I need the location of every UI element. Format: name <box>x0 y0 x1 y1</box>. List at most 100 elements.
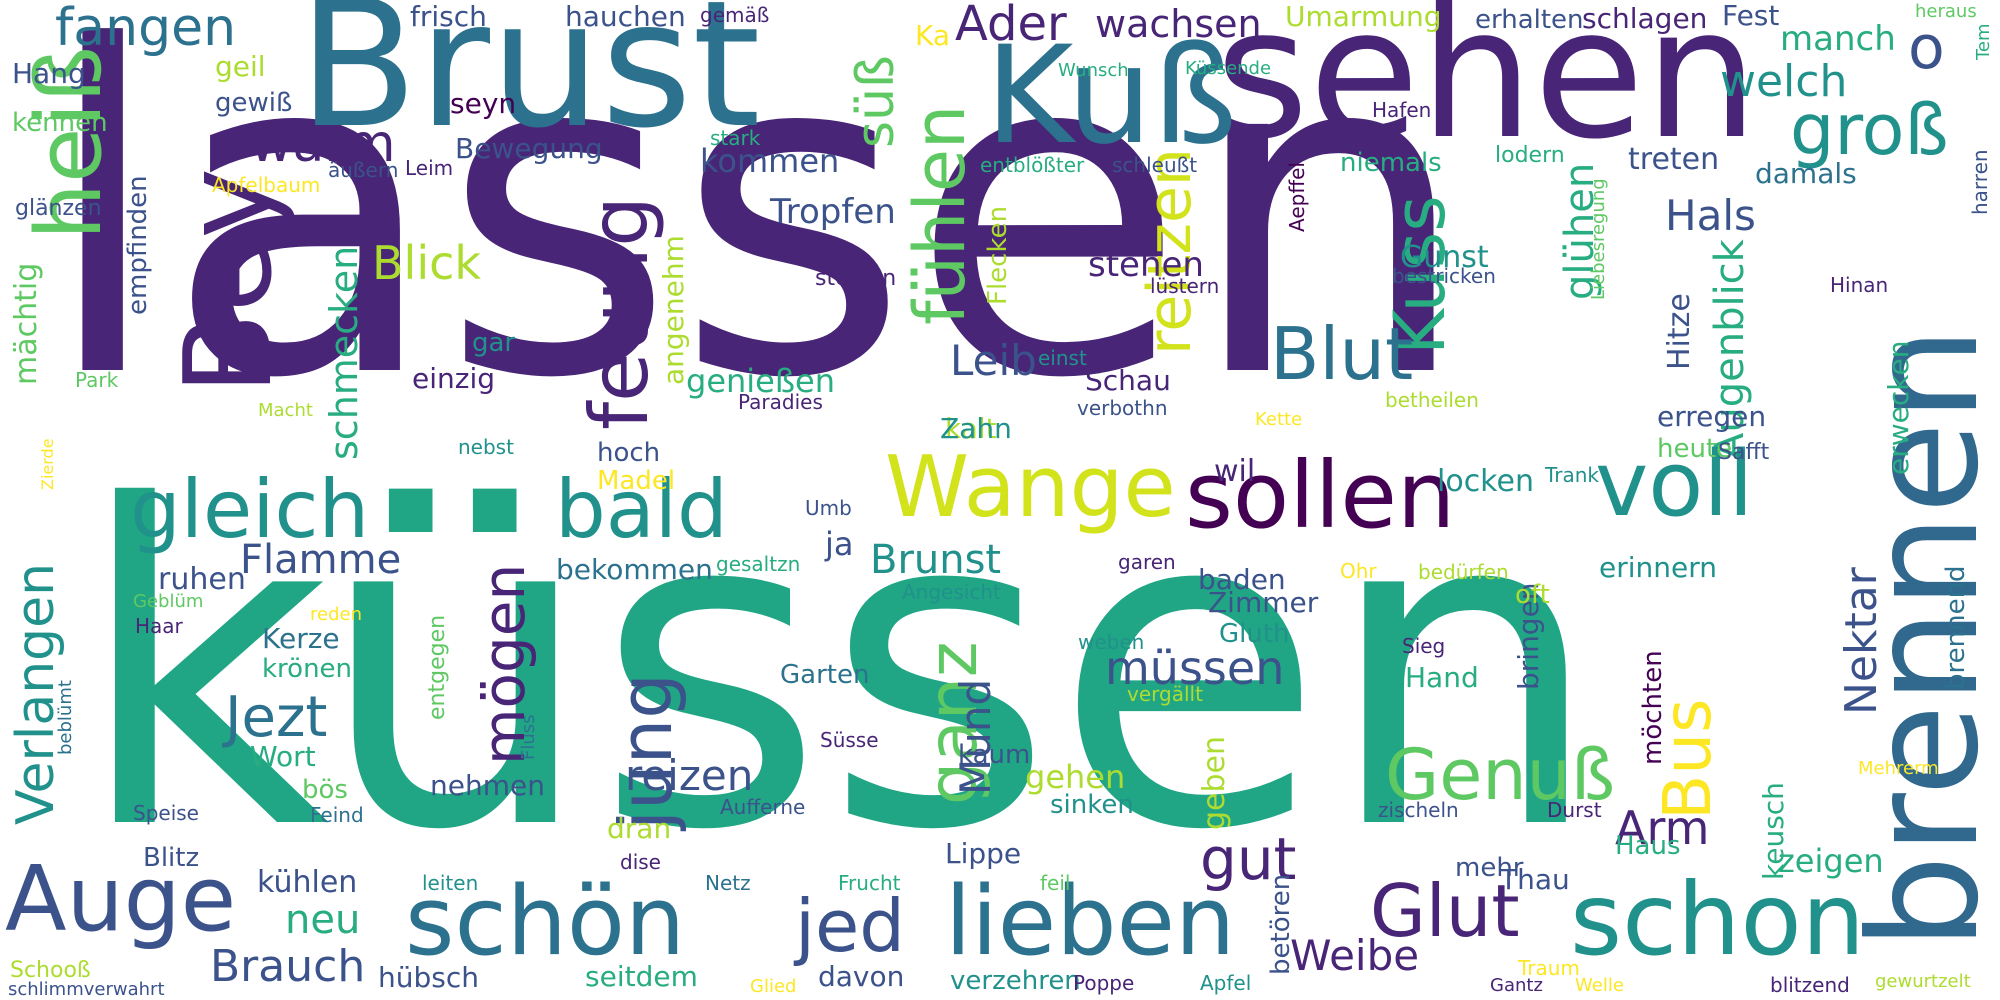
word-cloud-term: fangen <box>55 0 237 58</box>
word-cloud-term: Durst <box>1547 798 1602 822</box>
word-cloud-term: sollen <box>1185 442 1456 549</box>
word-cloud-term: Brust <box>298 0 761 167</box>
word-cloud-term: betheilen <box>1385 388 1479 412</box>
word-cloud-term: Zahn <box>940 412 1012 445</box>
word-cloud-term: Jezt <box>225 685 328 750</box>
word-cloud-term: Weibe <box>1290 931 1420 980</box>
word-cloud-term: Brauch <box>210 941 366 992</box>
word-cloud-term: Kette <box>1255 409 1303 430</box>
word-cloud-term: stehen <box>1088 245 1204 285</box>
word-cloud-term: nebst <box>458 435 514 459</box>
word-cloud-term: Sieg <box>1402 634 1446 658</box>
word-cloud-term: zischeln <box>1378 798 1459 822</box>
word-cloud-term: Schau <box>1085 364 1171 397</box>
word-cloud-term: entblößter <box>980 153 1085 177</box>
word-cloud-term: Hals <box>1665 191 1756 240</box>
word-cloud-term: mächtig <box>9 262 44 385</box>
word-cloud-term: Madel <box>597 466 676 496</box>
word-cloud-term: Feind <box>310 803 364 827</box>
word-cloud-term: lodern <box>1495 143 1565 168</box>
word-cloud-term: empfinden <box>123 175 153 315</box>
word-cloud-term: Schooß <box>10 958 91 983</box>
word-cloud-term: Poppe <box>1073 971 1135 995</box>
word-cloud-term: schlagen <box>1582 2 1708 35</box>
word-cloud-term: müssen <box>1105 641 1285 695</box>
word-cloud-term: krönen <box>262 654 353 684</box>
word-cloud-term: garen <box>1118 550 1176 574</box>
word-cloud-term: Angesicht <box>902 580 1001 604</box>
word-cloud-term: reizen <box>625 751 754 800</box>
word-cloud-term: Hand <box>1405 661 1479 694</box>
word-cloud-term: locken <box>1437 464 1534 499</box>
word-cloud-term: groß <box>1790 89 1949 171</box>
word-cloud-term: Gluth <box>1219 619 1290 649</box>
word-cloud-term: Wunsch <box>1058 60 1129 81</box>
word-cloud-term: Hinan <box>1830 273 1889 297</box>
word-cloud-term: wil <box>1214 454 1256 489</box>
word-cloud-term: genießen <box>686 362 835 400</box>
word-cloud-term: welch <box>1720 56 1848 107</box>
word-cloud-term: neu <box>285 897 361 943</box>
word-cloud-term: gehen <box>1025 758 1126 796</box>
word-cloud-term: schlimmverwahrt <box>8 979 165 1000</box>
word-cloud-term: warm <box>250 114 396 174</box>
word-cloud-term: nehmen <box>430 769 545 802</box>
word-cloud-term: leiten <box>422 871 479 895</box>
word-cloud-term: Flecken <box>983 205 1013 305</box>
word-cloud-term: heute <box>1657 434 1733 464</box>
word-cloud-term: Umb <box>805 496 852 520</box>
word-cloud-term: Aufferne <box>720 795 806 819</box>
word-cloud-term: Welle <box>1575 975 1624 996</box>
word-cloud-term: einst <box>1038 346 1087 370</box>
word-cloud-term: betören <box>1266 873 1296 975</box>
word-cloud-term: Ka <box>915 19 951 52</box>
word-cloud-term: seitdem <box>585 960 698 993</box>
word-cloud-term: reden <box>310 604 362 625</box>
word-cloud-term: lüstern <box>1150 274 1220 298</box>
word-cloud-term: entgegen <box>425 614 450 720</box>
word-cloud-term: küssen <box>75 414 1604 926</box>
word-cloud-term: beblümt <box>55 680 76 755</box>
word-cloud-term: erinnern <box>1599 551 1718 584</box>
word-cloud-term: heraus <box>1915 1 1977 22</box>
word-cloud-term: steigen <box>815 266 897 291</box>
word-cloud-term: treten <box>1628 142 1720 177</box>
word-cloud-term: Tropfen <box>770 192 896 232</box>
word-cloud-term: Garten <box>780 660 870 690</box>
word-cloud-term: gleich <box>130 463 370 556</box>
word-cloud-term: Geblüm <box>133 591 204 612</box>
word-cloud-term: Zimmer <box>1208 586 1319 619</box>
word-cloud-term: Leim <box>405 156 454 180</box>
word-cloud-term: verzehren <box>950 966 1081 996</box>
word-cloud-term: lieben <box>945 867 1236 977</box>
word-cloud-term: Kerze <box>262 622 340 655</box>
word-cloud-term: Tem <box>1973 23 1994 60</box>
word-cloud-term: davon <box>818 960 905 993</box>
word-cloud-term: vergällt <box>1127 682 1203 706</box>
word-cloud-term: hoch <box>597 438 661 468</box>
word-cloud-term: gut <box>1200 825 1297 893</box>
word-cloud-term: kalt <box>945 412 997 445</box>
word-cloud-term: gar <box>472 328 516 358</box>
word-cloud-term: Frucht <box>838 871 901 895</box>
word-cloud-term: möchten <box>1638 650 1668 765</box>
word-cloud-term: Küssende <box>1185 58 1272 79</box>
word-cloud-term: Lippe <box>945 837 1022 870</box>
word-cloud-term: ruhen <box>158 562 246 597</box>
word-cloud-term: Glut <box>1370 869 1520 953</box>
word-cloud-term: niemals <box>1340 148 1442 178</box>
word-cloud-term: blitzend <box>1770 973 1850 997</box>
word-cloud-term: hauchen <box>565 0 686 33</box>
word-cloud-term: mehr <box>1455 853 1524 883</box>
word-cloud-term: harren <box>1968 149 1992 215</box>
word-cloud-term: schleußt <box>1112 153 1198 177</box>
word-cloud-term: damals <box>1755 157 1857 190</box>
word-cloud-term: feil <box>1040 871 1071 895</box>
word-cloud-term: Genuß <box>1385 734 1616 816</box>
word-cloud-term: kühlen <box>257 865 358 900</box>
word-cloud-term: bestricken <box>1392 264 1496 288</box>
word-cloud-term: Park <box>75 368 119 392</box>
word-cloud-term: Kuß <box>985 17 1238 174</box>
word-cloud-term: Hang <box>12 57 86 90</box>
